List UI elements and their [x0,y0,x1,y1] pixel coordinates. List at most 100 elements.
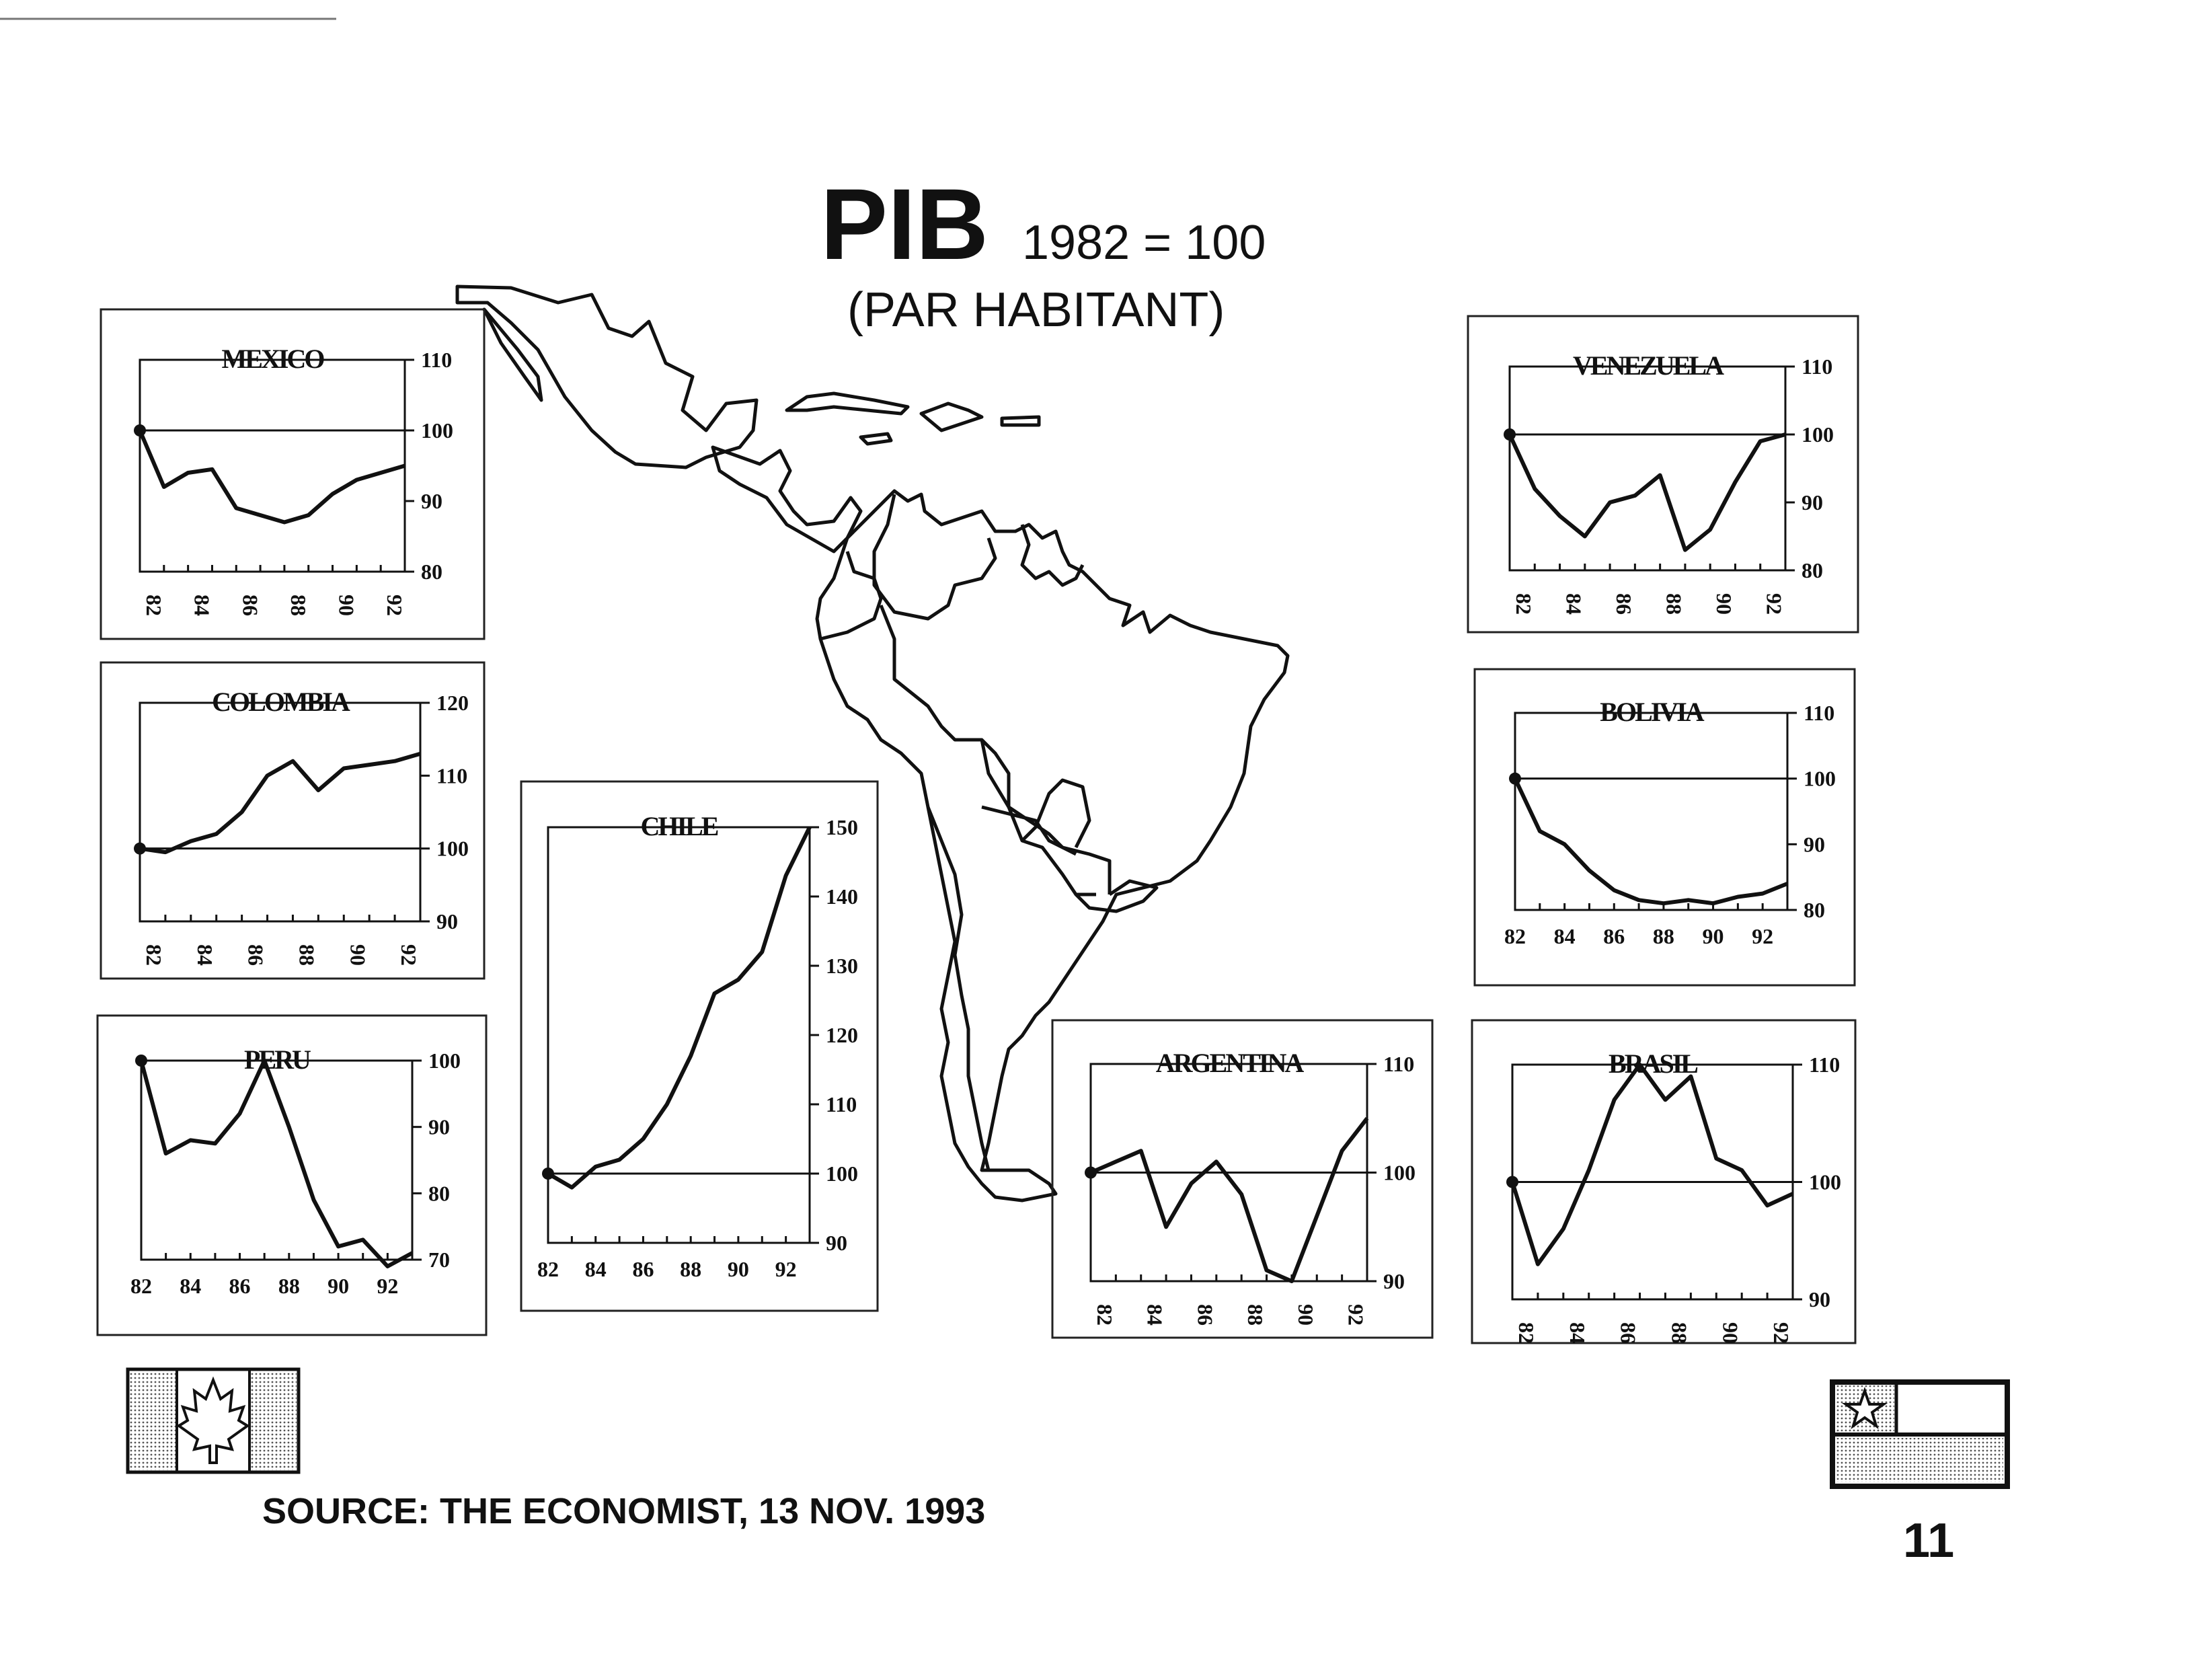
x-tick-label: 86 [244,944,268,966]
map-central-america [711,445,863,553]
y-tick-label: 100 [421,418,453,443]
latin-america-map [455,284,1290,1202]
chart-mexico: MEXICO 110 100 90 80 82 84 86 88 90 92 [100,308,486,640]
x-tick-label: 92 [775,1257,797,1281]
x-tick-label: 90 [1703,924,1724,948]
map-argentina-border [981,805,1077,856]
plot-area [547,826,811,1244]
y-tick-label: 80 [421,560,442,584]
x-tick-label: 92 [377,1274,398,1298]
series-line [1510,1063,1794,1266]
map-uruguay-border [1075,879,1159,913]
chart-frame [1467,315,1859,634]
y-tick-label: 80 [1804,898,1825,922]
chart-frame [520,780,879,1312]
y-tick-label: 100 [436,837,469,861]
map-jamaica [859,432,893,446]
canada-flag-border [126,1367,301,1474]
page-number: 11 [1903,1514,1954,1568]
x-tick-label: 90 [728,1257,749,1281]
y-tick-label: 90 [428,1115,450,1139]
chart-title: BRASIL [1609,1048,1697,1079]
chart-chile: CHILE 150 140 130 120 110 100 90 82 84 86 88 90 92 [520,780,879,1312]
plot-area [139,358,406,573]
base-year-point [135,1055,147,1067]
x-tick-label: 92 [1752,924,1773,948]
series-line [138,429,405,525]
page-subtitle-per-capita: (PAR HABITANT) [847,283,1225,337]
x-tick-label: 84 [585,1257,607,1281]
x-tick-label: 92 [383,595,407,616]
map-ecuador-peru-border [879,605,1112,894]
chart-venezuela: VENEZUELA 110 100 90 80 82 84 86 88 90 92 [1467,315,1859,634]
x-tick-label: 88 [286,595,311,616]
x-tick-label: 92 [1769,1322,1793,1344]
x-tick-label: 82 [130,1274,152,1298]
chart-title: ARGENTINA [1156,1048,1305,1078]
x-tick-label: 90 [1712,593,1736,615]
y-tick-label: 110 [1804,701,1834,725]
y-tick-label: 100 [1802,422,1834,447]
maple-leaf-icon [176,1376,250,1464]
map-colombia-border [820,551,883,641]
y-tick-label: 80 [1802,558,1823,582]
map-mexico-outline [455,284,759,469]
y-tick-label: 90 [1809,1287,1830,1311]
canada-flag-right-band [249,1371,297,1470]
page-subtitle: 1982 = 100 [1022,216,1266,270]
chart-argentina: ARGENTINA 110 100 90 82 84 86 88 90 92 [1051,1019,1434,1339]
y-tick-label: 90 [421,489,442,513]
x-tick-label: 84 [1143,1304,1167,1326]
page-title: PIB [820,167,989,280]
chart-frame [1051,1019,1434,1339]
x-tick-label: 82 [1093,1304,1117,1326]
y-tick-label: 110 [1802,354,1832,379]
y-tick-label: 90 [1383,1269,1405,1293]
base-year-point [1504,428,1516,441]
map-bolivia-border [980,739,1096,896]
y-tick-label: 90 [436,909,458,933]
y-tick-label: 70 [428,1248,450,1272]
x-tick-label: 92 [397,944,421,966]
x-tick-label: 88 [1662,593,1687,615]
series-line [139,751,421,855]
x-tick-label: 86 [1612,593,1636,615]
y-tick-label: 100 [428,1048,461,1073]
country-charts: MEXICO 110 100 90 80 82 84 86 88 90 92 COLOMBIA 120 1… [96,308,1859,1344]
x-tick-label: 90 [1294,1304,1318,1326]
x-tick-label: 90 [327,1274,349,1298]
star-icon [1841,1386,1888,1429]
series-line [547,826,812,1190]
y-tick-label: 100 [1809,1170,1841,1194]
map-cuba [785,391,910,416]
x-tick-label: 82 [142,944,166,966]
source-note: SOURCE: THE ECONOMIST, 13 NOV. 1993 [262,1491,985,1531]
y-tick-label: 100 [826,1161,858,1186]
y-tick-label: 100 [1383,1161,1416,1185]
x-tick-label: 88 [1653,924,1674,948]
y-tick-label: 90 [826,1231,847,1255]
map-guianas-border [1020,524,1085,587]
plot-area [1514,712,1789,911]
base-year-point [134,424,146,436]
x-tick-label: 82 [537,1257,559,1281]
base-year-point [1506,1176,1518,1188]
chart-bolivia: BOLIVIA 110 100 90 80 82 84 86 88 90 92 [1473,668,1856,987]
plot-area [1508,365,1787,572]
chart-title: VENEZUELA [1573,350,1724,381]
y-tick-label: 80 [428,1181,450,1205]
map-venezuela-border [872,494,997,621]
y-tick-label: 110 [1383,1052,1414,1076]
map-paraguay-border [1021,778,1091,849]
chart-title: CHILE [641,811,718,841]
x-tick-label: 84 [1565,1322,1590,1344]
x-tick-label: 86 [1193,1304,1217,1326]
map-puerto-rico [1000,415,1041,427]
chart-frame [1471,1019,1857,1344]
canada-flag-emblem [126,1367,301,1474]
chart-colombia: COLOMBIA 120 110 100 90 82 84 86 88 90 92 [100,661,486,980]
map-south-america [815,489,1290,1202]
x-tick-label: 88 [295,944,319,966]
